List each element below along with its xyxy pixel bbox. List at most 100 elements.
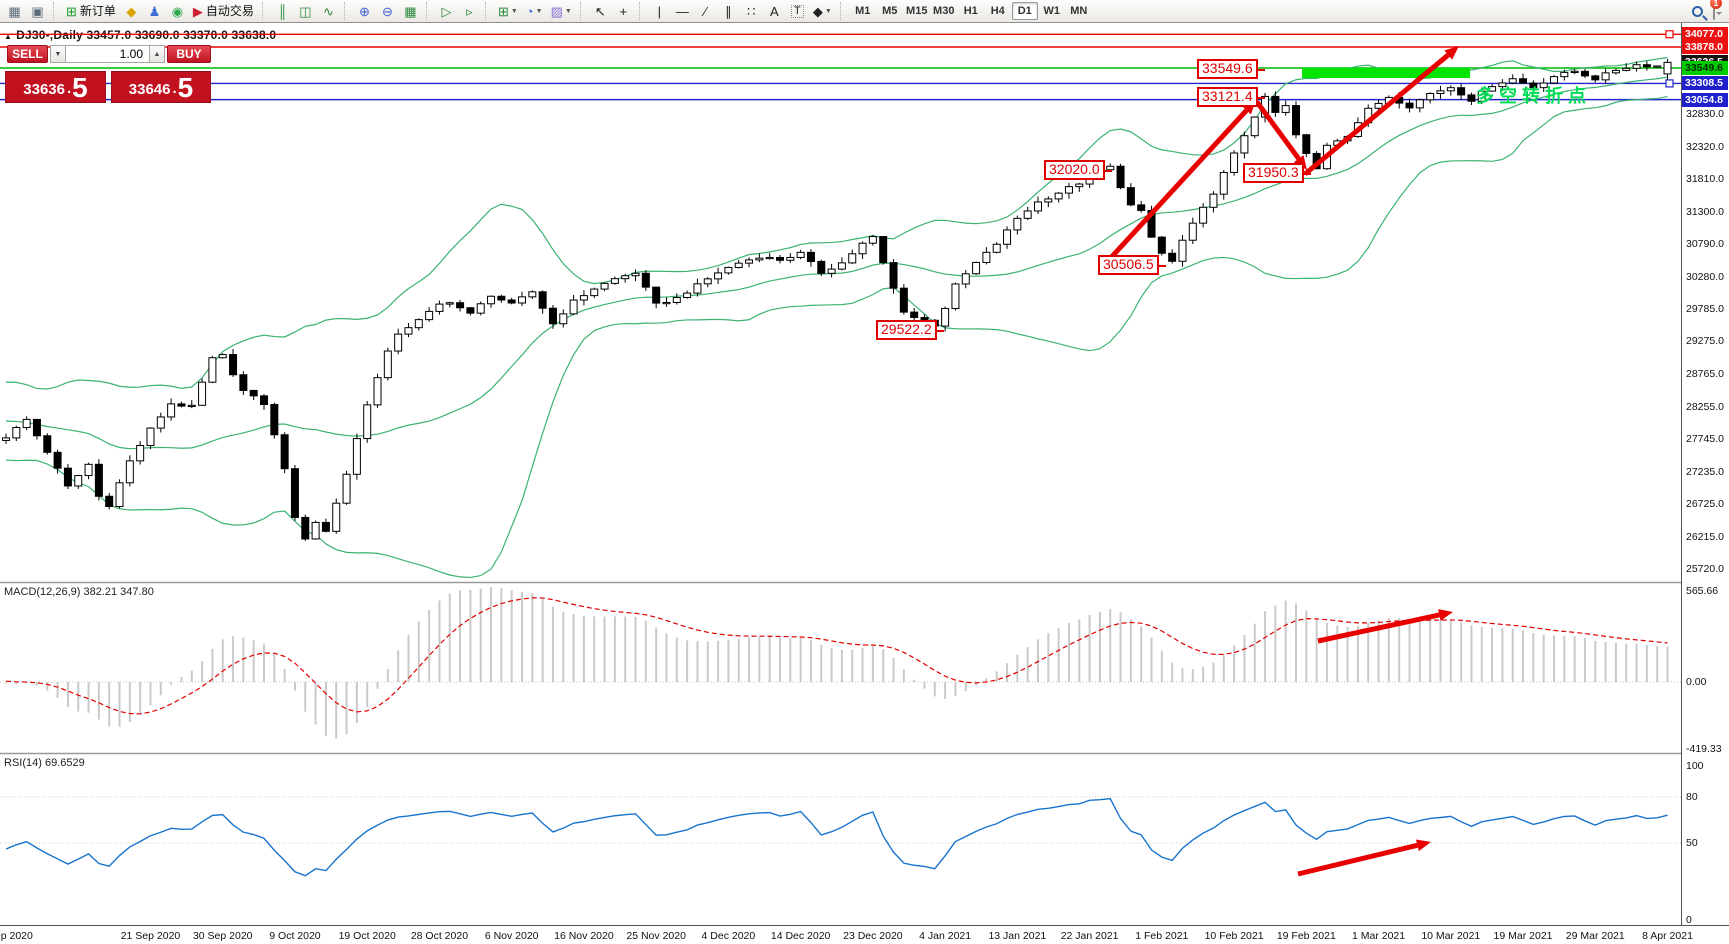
equidistant-channel-icon[interactable]: ∥ bbox=[725, 3, 732, 19]
price-tag-33308.5: 33308.5 bbox=[1682, 76, 1728, 91]
trend-arrow[interactable] bbox=[1303, 53, 1450, 176]
candle-body bbox=[786, 256, 795, 261]
auto-scroll-icon[interactable]: ▷ bbox=[441, 3, 452, 19]
date-label: 1 Feb 2021 bbox=[1135, 930, 1189, 942]
candle-body bbox=[1271, 95, 1280, 113]
candle-body bbox=[414, 319, 423, 329]
price-scale[interactable]: 32830.0 32320.0 31810.0 31300.0 30790.0 30280… bbox=[1682, 24, 1729, 926]
candle-body bbox=[156, 416, 165, 429]
search-icon[interactable] bbox=[1692, 5, 1703, 17]
cursor-icon[interactable]: ↖ bbox=[594, 3, 606, 19]
new-order-icon[interactable]: ⊞ 新订单 bbox=[66, 3, 116, 19]
line-handle[interactable] bbox=[1665, 79, 1674, 88]
candle-body bbox=[105, 495, 114, 508]
toolbar-separator bbox=[425, 2, 431, 20]
date-label: 23 Dec 2020 bbox=[843, 930, 903, 942]
timeframe-m15[interactable]: M15 bbox=[906, 5, 928, 17]
green-highlight-zone[interactable] bbox=[1302, 68, 1470, 78]
market-watch-icon[interactable]: ◆ bbox=[126, 3, 137, 19]
trend-arrow[interactable] bbox=[1104, 108, 1249, 265]
timeframe-h4[interactable]: H4 bbox=[990, 5, 1005, 17]
sell-price-display[interactable]: 33636. 5 bbox=[5, 71, 106, 103]
text-label-icon[interactable]: T bbox=[787, 2, 808, 21]
sell-button[interactable]: SELL bbox=[7, 45, 48, 63]
buy-price-display[interactable]: 33646. 5 bbox=[111, 71, 211, 103]
candlestick-chart-icon[interactable]: ◫ bbox=[299, 3, 312, 19]
trend-arrow[interactable] bbox=[1254, 100, 1301, 161]
timeframe-w1[interactable]: W1 bbox=[1043, 5, 1061, 17]
candle-body bbox=[662, 302, 671, 305]
price-tick-label: 30280.0 bbox=[1686, 271, 1724, 284]
arrows-icon[interactable]: ◆ ▼ bbox=[812, 3, 832, 19]
tile-windows-icon[interactable]: ▦ bbox=[404, 3, 417, 19]
timeframe-m1[interactable]: M1 bbox=[855, 5, 871, 17]
data-window-icon[interactable]: ▣ bbox=[31, 3, 44, 19]
candle-body bbox=[1013, 217, 1022, 231]
timeframe-m30[interactable]: M30 bbox=[933, 5, 955, 17]
price-tick-label: 26725.0 bbox=[1686, 498, 1724, 511]
timeframe-mn[interactable]: MN bbox=[1070, 5, 1088, 17]
candle-body bbox=[1292, 105, 1300, 136]
bull-bear-turning-point-label[interactable]: 多空转折点 bbox=[1476, 86, 1591, 106]
chart-shift-icon[interactable]: ▹ bbox=[466, 3, 473, 19]
candle-body bbox=[1044, 198, 1053, 203]
zoom-in-icon[interactable]: ⊕ bbox=[358, 3, 370, 19]
timeframe-h1[interactable]: H1 bbox=[963, 5, 978, 17]
line-handle[interactable] bbox=[1665, 30, 1674, 39]
volume-increase-button[interactable]: ▲ bbox=[149, 45, 165, 63]
candle-body bbox=[961, 273, 970, 285]
main-toolbar: ▦ ▣ ⊞ 新订单 ◆ ♟ ◉ ▶ 自动交易 ║ ◫ ∿ ⊕ ⊖ ▦ ▷ ▹ ⊞ ▼ ◔ ▼ ▨ ▼ ↖ + | — ∕ ∥ ∷ A T ◆ ▼ … bbox=[0, 0, 1729, 23]
candle-body bbox=[1405, 102, 1414, 109]
price-annotation-33549.6[interactable]: 33549.6 bbox=[1197, 59, 1265, 79]
candle-body bbox=[1622, 67, 1631, 71]
chart-area[interactable]: ▲ DJ30-,Daily 33457.0 33690.0 33370.0 336… bbox=[0, 23, 1729, 944]
timeframe-d1[interactable]: D1 bbox=[1011, 2, 1038, 20]
timeframe-m5[interactable]: M5 bbox=[882, 5, 898, 17]
zoom-out-icon[interactable]: ⊖ bbox=[381, 3, 393, 19]
auto-trading-icon[interactable]: ▶ 自动交易 bbox=[192, 3, 254, 19]
crosshair-icon[interactable]: + bbox=[619, 3, 628, 19]
candle-body bbox=[641, 272, 650, 288]
horizontal-line-icon[interactable]: — bbox=[675, 3, 689, 19]
candle-body bbox=[1426, 92, 1435, 101]
candle-body bbox=[899, 287, 908, 313]
periods-icon[interactable]: ◔ ▼ bbox=[525, 3, 543, 19]
volume-decrease-button[interactable]: ▼ bbox=[50, 45, 66, 63]
candle-body bbox=[1302, 134, 1311, 154]
bar-chart-icon[interactable]: ║ bbox=[277, 3, 288, 19]
price-annotation-29522.2[interactable]: 29522.2 bbox=[876, 320, 944, 340]
indicators-icon[interactable]: ⊞ ▼ bbox=[497, 3, 518, 19]
candle-body bbox=[167, 403, 176, 418]
candle-body bbox=[32, 418, 41, 437]
trendline-icon[interactable]: ∕ bbox=[704, 3, 707, 19]
signals-icon[interactable]: ◉ bbox=[171, 3, 184, 19]
fibonacci-icon[interactable]: ∷ bbox=[747, 3, 756, 19]
candle-body bbox=[12, 426, 21, 439]
candle-body bbox=[1580, 70, 1589, 77]
candle-body bbox=[311, 521, 320, 540]
date-axis[interactable]: 1 Sep 2020 21 Sep 2020 30 Sep 2020 9 Oct 20… bbox=[0, 926, 1729, 944]
volume-input[interactable] bbox=[66, 45, 149, 63]
line-chart-icon[interactable]: ∿ bbox=[322, 3, 334, 19]
vertical-line-icon[interactable]: | bbox=[657, 3, 661, 19]
date-label: 19 Mar 2021 bbox=[1493, 930, 1553, 942]
price-annotation-33121.4[interactable]: 33121.4 bbox=[1197, 87, 1265, 107]
text-icon[interactable]: A bbox=[769, 3, 779, 19]
charts-bar-icon[interactable]: ▦ bbox=[8, 3, 21, 19]
price-annotation-32020.0[interactable]: 32020.0 bbox=[1044, 160, 1112, 180]
templates-icon[interactable]: ▨ ▼ bbox=[550, 3, 572, 19]
chat-icon[interactable] bbox=[1713, 1, 1715, 20]
navigator-icon[interactable]: ♟ bbox=[148, 3, 161, 19]
buy-button[interactable]: BUY bbox=[167, 45, 211, 63]
one-click-trade-panel: SELL ▼ ▲ BUY 33636.5 33646.5 bbox=[5, 45, 212, 105]
price-annotation-30506.5[interactable]: 30506.5 bbox=[1098, 255, 1166, 275]
price-annotation-31950.3[interactable]: 31950.3 bbox=[1243, 163, 1311, 183]
candle-body bbox=[198, 381, 207, 406]
trend-arrow[interactable] bbox=[1317, 612, 1440, 644]
candle-body bbox=[600, 282, 609, 290]
date-label: 4 Jan 2021 bbox=[919, 930, 972, 942]
candle-body bbox=[2, 437, 10, 441]
candle-body bbox=[1570, 70, 1579, 73]
trend-arrow[interactable] bbox=[1297, 842, 1418, 877]
